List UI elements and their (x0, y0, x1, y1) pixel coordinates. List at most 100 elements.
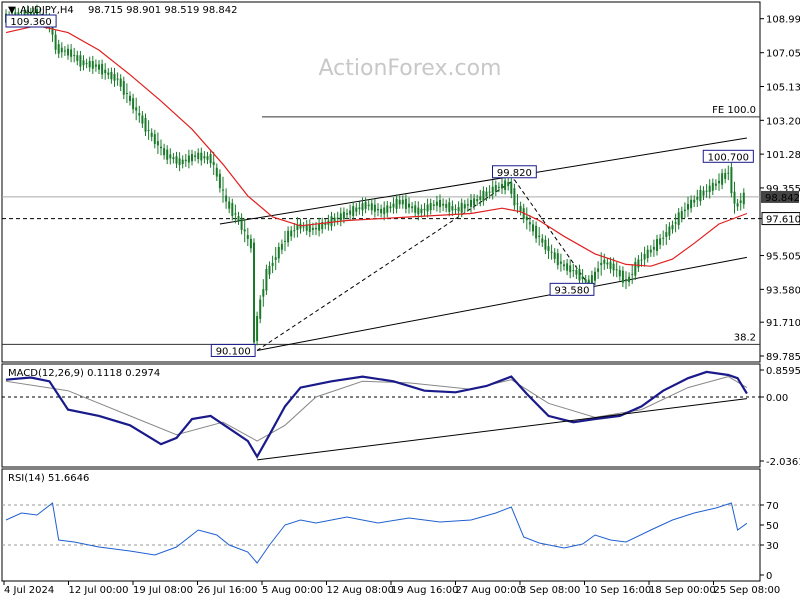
candle-body (346, 213, 348, 215)
macd-line (5, 370, 748, 459)
candle-body (243, 229, 246, 232)
candle-body (603, 259, 606, 264)
candle-body (293, 230, 296, 232)
candle-body (656, 239, 658, 252)
candle-body (311, 227, 314, 230)
candle-body (29, 12, 32, 16)
candle-body (280, 243, 283, 250)
candle-body (699, 189, 702, 202)
candle-body (494, 185, 497, 192)
candle-body (175, 156, 178, 164)
candle-body (696, 196, 699, 200)
candle-body (556, 253, 559, 266)
rsi-y-tick-label: 50 (766, 521, 779, 532)
candle-body (683, 209, 686, 212)
candle-body (665, 232, 668, 238)
candle-body (724, 172, 727, 179)
level-label-1: 38.2 (734, 332, 756, 343)
candle-body (550, 251, 553, 253)
candle-body (426, 204, 429, 212)
candle-body (575, 270, 578, 275)
candle-body (51, 25, 54, 35)
candle-body (240, 217, 243, 230)
x-tick-label: 12 Aug 08:00 (327, 585, 394, 596)
candle-body (504, 180, 507, 190)
candle-body (553, 252, 556, 259)
candle-body (367, 204, 370, 207)
candle-body (544, 239, 547, 250)
candle-body (690, 199, 693, 209)
candle-body (457, 207, 460, 212)
candle-body (383, 207, 386, 215)
candle-body (153, 134, 156, 144)
candle-body (476, 199, 479, 202)
candle-body (60, 47, 63, 53)
x-tick-label: 26 Jul 16:00 (198, 585, 258, 596)
candle-body (166, 149, 169, 160)
candle-body (643, 253, 646, 260)
candle-body (122, 81, 125, 95)
price-header: ▼ AUDJPY,H4 98.715 98.901 98.519 98.842 (8, 5, 238, 16)
candle-body (625, 279, 627, 282)
candle-body (621, 270, 624, 283)
candle-body (85, 63, 88, 65)
candle-body (339, 213, 342, 221)
candle-body (358, 207, 361, 209)
candle-body (184, 159, 187, 162)
candle-body (386, 205, 389, 213)
macd-signal-line (5, 376, 748, 442)
rsi-title: RSI(14) 51.6646 (8, 473, 89, 484)
candle-body (733, 191, 736, 204)
candle-body (473, 198, 476, 206)
y-tick-label: 97.610 (766, 215, 800, 226)
candle-body (432, 204, 435, 206)
candle-body (680, 211, 683, 219)
candle-body (439, 199, 441, 208)
candle-body (271, 262, 274, 266)
candle-body (187, 155, 190, 163)
y-tick-label: 101.280 (766, 150, 800, 161)
candle-body (63, 50, 66, 52)
candle-body (237, 216, 240, 221)
ohlc-label: 98.715 98.901 98.519 98.842 (88, 5, 238, 16)
candle-body (742, 192, 745, 205)
candle-body (209, 154, 212, 164)
candle-body (138, 113, 141, 116)
x-tick-label: 18 Sep 00:00 (649, 585, 716, 596)
candle-body (98, 64, 100, 70)
candle-body (150, 132, 153, 137)
x-tick-label: 4 Jul 2024 (4, 585, 54, 596)
panel-frame-2 (1, 468, 761, 582)
candle-body (470, 199, 472, 207)
candle-body (144, 117, 147, 132)
panel-frame-0 (1, 1, 761, 363)
y-tick-label: 89.785 (766, 352, 800, 363)
candle-body (677, 212, 680, 226)
macd-trendline-0 (257, 398, 747, 461)
candle-body (640, 259, 643, 261)
candle-body (507, 182, 510, 187)
candle-body (94, 64, 97, 67)
candle-body (510, 182, 513, 194)
candle-body (417, 207, 420, 215)
candle-body (104, 69, 107, 74)
candle-body (67, 48, 69, 56)
candle-body (466, 204, 469, 206)
candle-body (330, 216, 333, 227)
candle-body (259, 299, 262, 319)
candle-body (274, 257, 277, 260)
symbol-label: AUDJPY,H4 (20, 5, 74, 16)
y-tick-label: 99.355 (766, 184, 800, 195)
candle-body (178, 158, 181, 166)
candle-body (355, 207, 358, 212)
macd-y-tick-label: 0.8595 (766, 366, 800, 377)
candle-body (377, 208, 379, 211)
candle-body (253, 242, 255, 343)
candle-body (501, 183, 503, 189)
rsi-line (5, 502, 748, 564)
candle-body (516, 203, 519, 205)
candle-body (662, 237, 665, 239)
candle-body (727, 172, 730, 174)
candle-body (566, 263, 569, 271)
candle-body (628, 276, 631, 282)
